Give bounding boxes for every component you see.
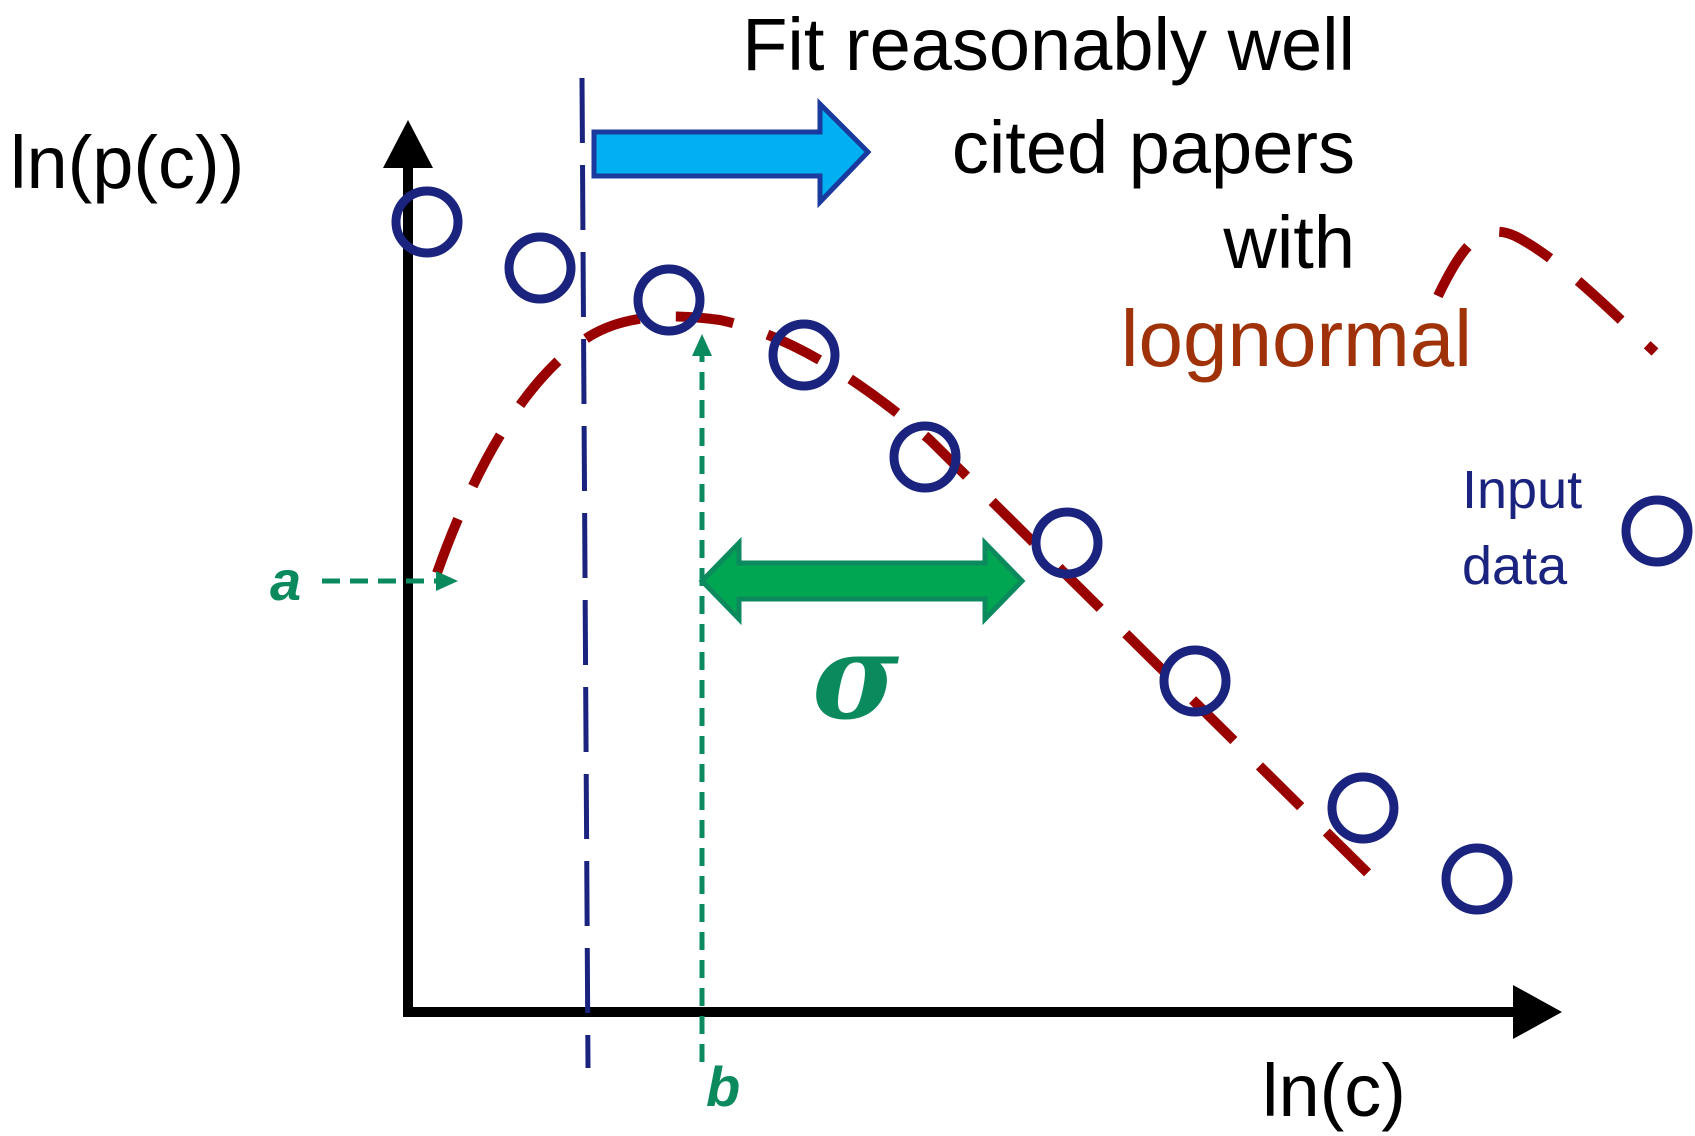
data-point <box>633 264 705 336</box>
y-axis-label: ln(p(c)) <box>10 121 244 204</box>
param-b-label: b <box>706 1055 740 1118</box>
cutoff-dashed-line <box>579 77 591 1069</box>
circle-icon <box>1621 495 1693 567</box>
legend-input-label: Input <box>1462 460 1582 520</box>
annotation-line-1: Fit reasonably well <box>742 3 1355 86</box>
param-a-label: a <box>270 549 301 612</box>
sigma-label: σ <box>812 607 899 746</box>
legend-curve-sample <box>1433 226 1659 356</box>
y-axis-arrowhead <box>383 120 433 168</box>
data-point <box>768 319 840 391</box>
double-arrow-icon <box>698 536 1026 626</box>
data-point <box>889 421 961 493</box>
annotation-line-3: with <box>1222 201 1355 284</box>
data-point <box>1441 843 1513 915</box>
data-point <box>391 186 463 258</box>
fit-annotation: Fit reasonably well cited papers with <box>742 3 1355 284</box>
annotation-line-2: cited papers <box>952 106 1355 189</box>
data-point <box>1327 772 1399 844</box>
data-point <box>1159 645 1231 717</box>
lognormal-curve <box>432 311 1394 899</box>
data-point <box>1031 507 1103 579</box>
data-points <box>391 186 1513 915</box>
right-arrow-icon <box>591 97 872 209</box>
x-axis-arrowhead <box>1513 985 1562 1039</box>
param-a-arrowhead <box>436 571 458 591</box>
param-b-arrowhead <box>692 334 712 356</box>
x-axis-label: ln(c) <box>1262 1049 1406 1132</box>
data-point <box>504 232 576 304</box>
legend-data-label: data <box>1462 536 1568 596</box>
lognormal-label: lognormal <box>1121 294 1472 383</box>
